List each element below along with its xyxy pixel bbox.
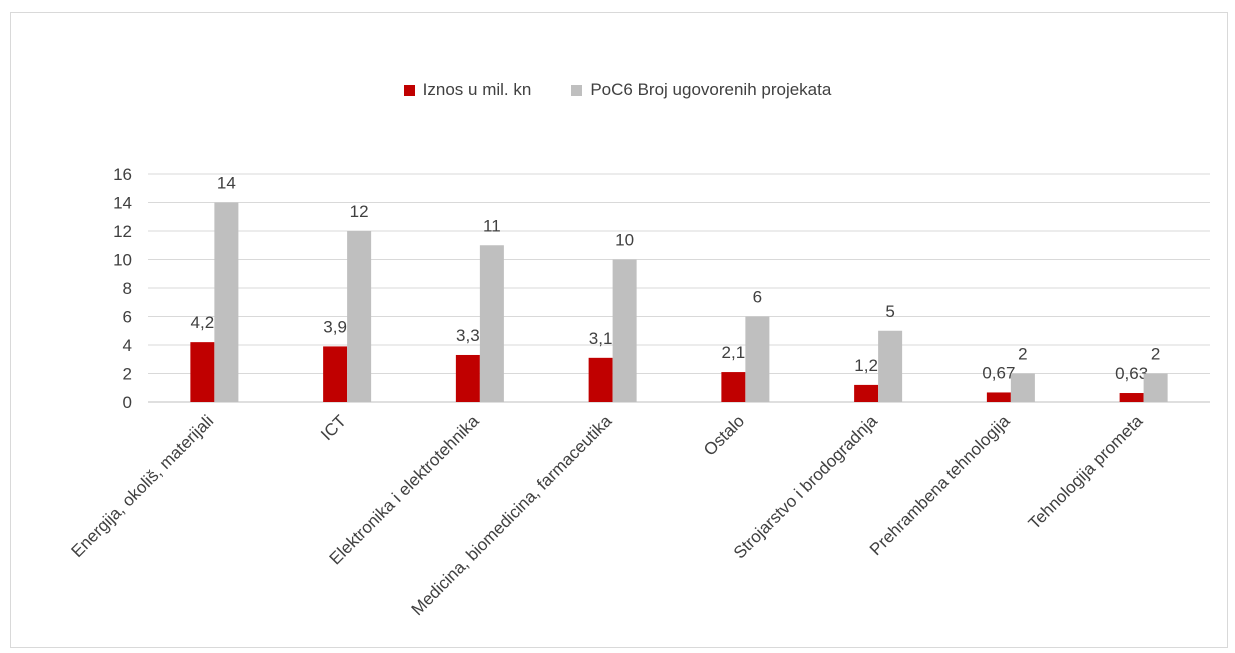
bar-broj-projekata (612, 259, 637, 402)
chart-legend: Iznos u mil. kn PoC6 Broj ugovorenih pro… (0, 80, 1235, 100)
data-label: 10 (615, 231, 634, 250)
data-label: 3,9 (323, 317, 347, 336)
y-tick-label: 10 (113, 251, 132, 270)
bar-broj-projekata (1010, 373, 1035, 402)
data-label: 0,67 (982, 363, 1015, 382)
data-label: 0,63 (1115, 364, 1148, 383)
data-label: 11 (483, 216, 501, 235)
x-tick-label: ICT (317, 411, 350, 444)
bar-iznos (190, 342, 215, 402)
bar-broj-projekata (214, 202, 239, 402)
bar-iznos (986, 392, 1011, 402)
data-label: 4,2 (191, 313, 215, 332)
data-label: 6 (753, 288, 762, 307)
legend-item-series-1: Iznos u mil. kn (403, 80, 532, 100)
data-label: 2 (1151, 345, 1160, 364)
bar-broj-projekata (479, 245, 504, 402)
legend-swatch-series-2 (571, 84, 583, 96)
y-tick-label: 8 (123, 279, 132, 298)
y-tick-label: 12 (113, 222, 132, 241)
data-label: 5 (885, 302, 894, 321)
x-tick-label: Elektronika i elektrotehnika (326, 411, 483, 568)
data-label: 3,1 (589, 329, 613, 348)
bar-iznos (1119, 393, 1144, 402)
bar-broj-projekata (1143, 373, 1168, 402)
bar-iznos (455, 354, 480, 402)
y-tick-label: 16 (113, 165, 132, 184)
legend-label-series-2: PoC6 Broj ugovorenih projekata (590, 80, 832, 99)
x-tick-label: Energija, okoliš, materijali (67, 411, 217, 561)
bar-iznos (721, 372, 746, 402)
x-tick-label: Ostalo (700, 411, 748, 459)
data-label: 2 (1018, 345, 1027, 364)
data-label: 2,1 (722, 343, 746, 362)
bar-iznos (588, 357, 613, 402)
legend-label-series-1: Iznos u mil. kn (422, 80, 532, 99)
data-label: 1,2 (854, 356, 878, 375)
x-tick-label: Tehnologija prometa (1025, 411, 1147, 533)
y-tick-label: 0 (123, 393, 132, 412)
x-tick-label: Prehrambena tehnologija (866, 411, 1014, 559)
y-tick-label: 2 (123, 365, 132, 384)
bar-broj-projekata (347, 231, 372, 402)
legend-item-series-2: PoC6 Broj ugovorenih projekata (571, 80, 831, 100)
data-label: 12 (350, 202, 369, 221)
legend-swatch-series-1 (403, 84, 415, 96)
bar-broj-projekata (745, 316, 770, 402)
y-tick-label: 14 (113, 194, 132, 213)
x-tick-label: Strojarstvo i brodogradnja (730, 411, 881, 562)
y-tick-label: 4 (123, 336, 132, 355)
y-tick-label: 6 (123, 308, 132, 327)
bar-broj-projekata (878, 330, 903, 402)
data-label: 14 (217, 174, 236, 193)
data-label: 3,3 (456, 326, 480, 345)
bar-iznos (323, 346, 348, 402)
bar-iznos (854, 384, 879, 402)
